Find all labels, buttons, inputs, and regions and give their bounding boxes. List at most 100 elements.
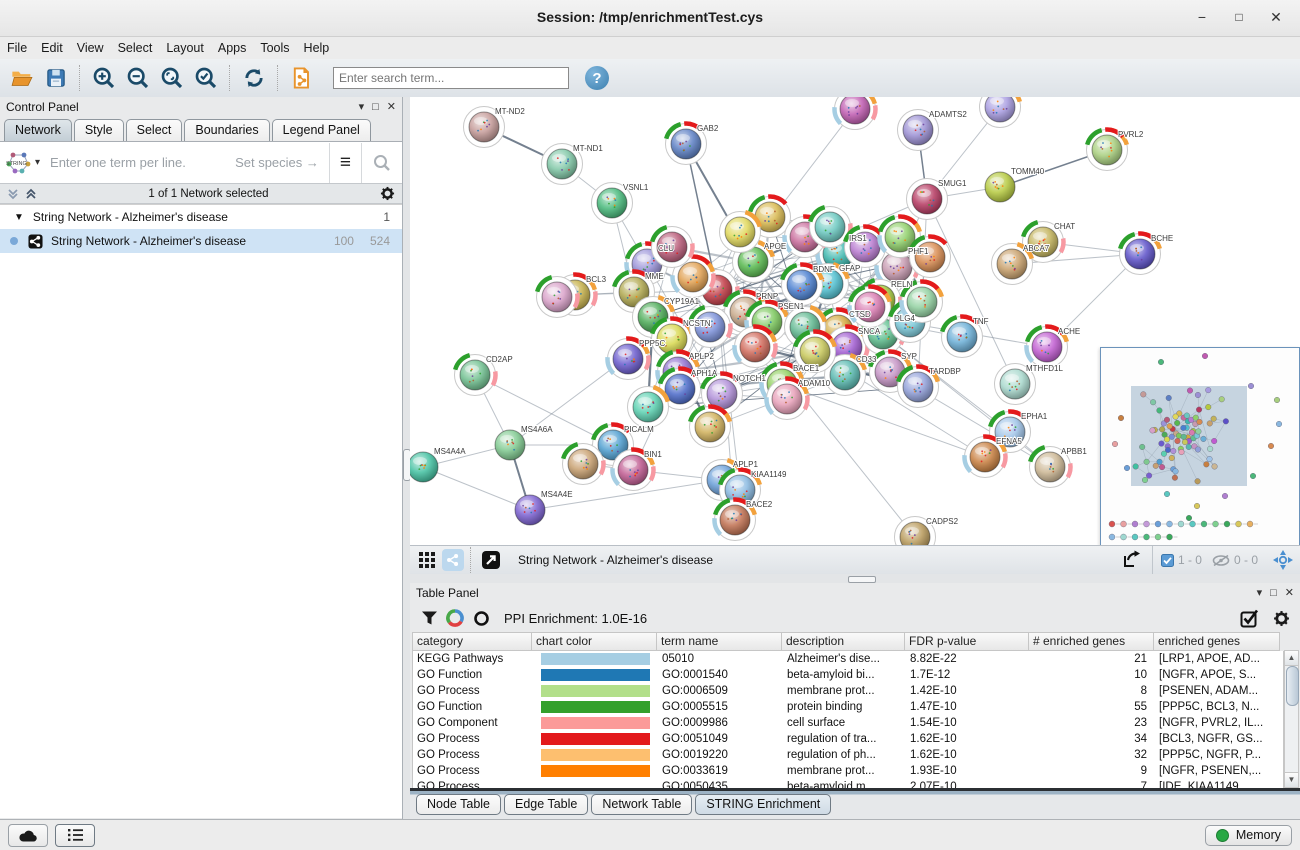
network-node[interactable]: [494, 429, 526, 461]
network-node[interactable]: [591, 182, 633, 224]
network-node[interactable]: [1028, 445, 1073, 488]
network-node[interactable]: [1118, 231, 1162, 275]
tab-edge-table[interactable]: Edge Table: [504, 794, 589, 815]
network-node[interactable]: [868, 349, 912, 393]
tab-style[interactable]: Style: [73, 119, 124, 141]
network-node[interactable]: [541, 143, 583, 185]
task-history-button[interactable]: [55, 823, 95, 847]
maximize-button[interactable]: □: [1235, 10, 1243, 24]
column-header-category[interactable]: category: [412, 632, 532, 651]
menu-apps[interactable]: Apps: [217, 41, 247, 55]
network-node[interactable]: [688, 305, 733, 348]
collapse-all-icon[interactable]: [7, 188, 19, 200]
network-node[interactable]: [994, 363, 1036, 405]
network-collection-row[interactable]: ▼ String Network - Alzheimer's disease 1: [0, 205, 402, 229]
network-node[interactable]: [605, 336, 651, 380]
zoom-in-button[interactable]: [88, 63, 120, 93]
network-node[interactable]: [899, 279, 944, 323]
close-button[interactable]: ✕: [1270, 9, 1282, 25]
splitter-grip[interactable]: [848, 576, 876, 583]
tab-node-table[interactable]: Node Table: [416, 794, 502, 815]
expand-all-icon[interactable]: [25, 188, 37, 200]
string-options-icon[interactable]: ≡: [339, 151, 351, 173]
network-node[interactable]: [658, 366, 701, 410]
zoom-selected-button[interactable]: [190, 63, 222, 93]
menu-edit[interactable]: Edit: [41, 41, 63, 55]
network-node[interactable]: [664, 121, 707, 165]
species-hint[interactable]: Set species →: [235, 155, 319, 170]
minimize-button[interactable]: −: [1197, 9, 1207, 25]
birdseye-toggle-button[interactable]: [1270, 548, 1296, 572]
filter-button[interactable]: [416, 605, 442, 631]
memory-button[interactable]: Memory: [1204, 824, 1292, 846]
network-node[interactable]: [808, 205, 853, 248]
enrichment-settings-button[interactable]: [1268, 605, 1294, 631]
refresh-button[interactable]: [238, 63, 270, 93]
hidden-eye-icon[interactable]: [1212, 554, 1230, 567]
column-header-fdr-p-value[interactable]: FDR p-value: [905, 632, 1029, 651]
table-scrollbar[interactable]: ▲ ▼: [1284, 650, 1299, 788]
zoom-out-button[interactable]: [122, 63, 154, 93]
menu-tools[interactable]: Tools: [260, 41, 290, 55]
table-row[interactable]: GO Function GO:0001540 beta-amyloid bi... 1…: [413, 667, 1283, 683]
string-search-icon[interactable]: [372, 153, 392, 173]
panel-menu-icon[interactable]: ▾: [358, 100, 365, 113]
network-node[interactable]: [1085, 127, 1129, 171]
column-header-description[interactable]: description: [782, 632, 905, 651]
network-node[interactable]: [979, 97, 1022, 128]
panel-close-icon[interactable]: ✕: [386, 100, 396, 113]
network-node[interactable]: [906, 178, 948, 220]
horizontal-splitter[interactable]: [410, 574, 1300, 583]
tab-legend-panel[interactable]: Legend Panel: [271, 119, 371, 141]
menu-view[interactable]: View: [76, 41, 104, 55]
network-list-gear-icon[interactable]: [380, 186, 395, 201]
network-from-file-button[interactable]: [286, 63, 318, 93]
zoom-fit-button[interactable]: [156, 63, 188, 93]
network-node[interactable]: [670, 254, 716, 298]
network-node[interactable]: [896, 364, 940, 408]
network-node[interactable]: [453, 353, 498, 396]
string-panel-button[interactable]: [442, 549, 464, 571]
birdseye-view[interactable]: [1100, 347, 1300, 545]
network-node[interactable]: [847, 284, 892, 328]
save-session-button[interactable]: [40, 63, 72, 93]
open-session-button[interactable]: [6, 63, 38, 93]
menu-help[interactable]: Help: [303, 41, 330, 55]
ring-button[interactable]: [468, 605, 494, 631]
network-node[interactable]: [877, 214, 922, 258]
network-node[interactable]: [650, 225, 695, 268]
panel-float-icon[interactable]: □: [372, 100, 379, 113]
grid-view-button[interactable]: [414, 548, 440, 572]
column-header-chart-color[interactable]: chart color: [532, 632, 657, 651]
network-node[interactable]: [1021, 220, 1066, 263]
network-node[interactable]: [764, 376, 810, 420]
column-header-enriched-genes[interactable]: enriched genes: [1154, 632, 1280, 651]
column-header-term-name[interactable]: term name: [657, 632, 782, 651]
network-node[interactable]: [1024, 324, 1069, 368]
table-row[interactable]: GO Process GO:0050435 beta-amyloid m... 2.0…: [413, 779, 1283, 789]
network-node[interactable]: [897, 109, 939, 151]
toolbar-search-input[interactable]: [333, 67, 569, 89]
tab-network[interactable]: Network: [4, 119, 72, 141]
table-row[interactable]: GO Process GO:0033619 membrane prot... 1.93…: [413, 763, 1283, 779]
network-node[interactable]: [832, 97, 878, 130]
table-row[interactable]: GO Process GO:0019220 regulation of ph... 1…: [413, 747, 1283, 763]
network-node[interactable]: [688, 404, 732, 448]
network-node[interactable]: [908, 234, 951, 278]
network-node[interactable]: [591, 422, 634, 466]
table-row[interactable]: GO Function GO:0005515 protein binding 1.47…: [413, 699, 1283, 715]
help-button[interactable]: ?: [585, 66, 609, 90]
select-rows-button[interactable]: [1236, 605, 1262, 631]
network-node[interactable]: [984, 171, 1016, 203]
table-row[interactable]: GO Process GO:0006509 membrane prot... 1.42…: [413, 683, 1283, 699]
network-node[interactable]: [894, 516, 936, 546]
network-node[interactable]: [991, 242, 1034, 285]
panel-float-icon[interactable]: □: [1270, 586, 1277, 599]
tab-network-table[interactable]: Network Table: [591, 794, 693, 815]
panel-menu-icon[interactable]: ▾: [1256, 586, 1263, 599]
network-node[interactable]: [843, 224, 887, 268]
export-network-button[interactable]: [1118, 548, 1144, 572]
column-header-enriched-genes[interactable]: # enriched genes: [1029, 632, 1154, 651]
scroll-up-icon[interactable]: ▲: [1285, 651, 1298, 666]
vertical-splitter[interactable]: [403, 97, 411, 819]
